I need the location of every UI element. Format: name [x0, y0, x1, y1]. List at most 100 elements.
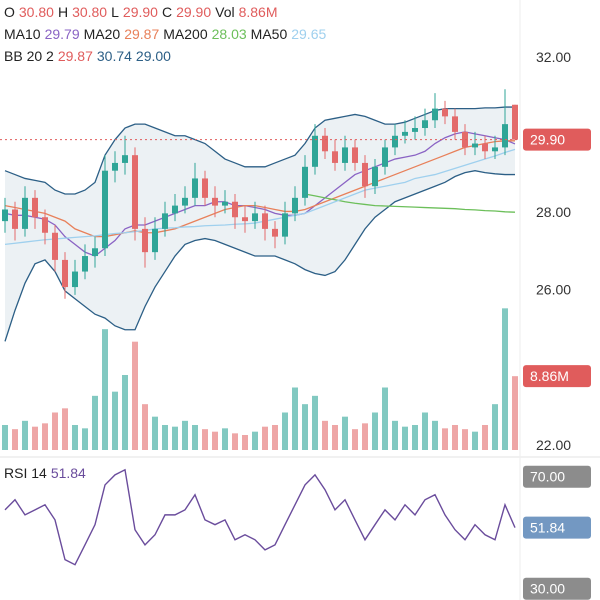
volume-bar: [442, 428, 448, 450]
legend-name: MA10: [4, 26, 41, 42]
y-tick-box: [523, 465, 591, 488]
volume-bar: [422, 412, 428, 450]
volume-bar: [392, 420, 398, 450]
candle-body: [32, 197, 38, 218]
candle-body: [222, 201, 228, 206]
y-tick-label: 30.00: [530, 581, 565, 597]
volume-bar: [512, 376, 518, 450]
volume-bar: [112, 391, 118, 450]
candle-body: [412, 128, 418, 132]
candle-body: [442, 108, 448, 117]
last-rsi-tag-text: 51.84: [530, 519, 565, 535]
bollinger-lower: [4, 170, 515, 342]
quote-value: 29.90: [176, 4, 212, 20]
volume-bar: [72, 425, 78, 450]
volume-bar: [332, 425, 338, 450]
last-volume-tag: 8.86M: [523, 365, 591, 388]
candle-body: [22, 197, 28, 229]
volume-bar: [212, 431, 218, 450]
candle-body: [152, 228, 158, 253]
legend-name: BB 20 2: [4, 48, 54, 64]
volume-bar: [282, 412, 288, 450]
candle-body: [422, 120, 428, 129]
candle-body: [132, 155, 138, 229]
last-price-tag-box: [523, 128, 591, 151]
volume-bar: [402, 426, 408, 450]
volume-bar: [322, 420, 328, 450]
rsi-legend: RSI 14 51.84: [4, 462, 90, 484]
candle-body: [262, 213, 268, 229]
y-tick: 70.00: [523, 465, 591, 488]
candle-body: [362, 162, 368, 187]
quote-name: L: [111, 4, 119, 20]
last-rsi-tag-box: [523, 516, 591, 539]
candle-body: [2, 209, 8, 222]
candle-body: [12, 209, 18, 229]
rsi-line: [4, 468, 516, 566]
volume-bar: [372, 412, 378, 450]
volume-bar: [192, 425, 198, 450]
last-volume-tag-box: [523, 365, 591, 388]
volume-bar: [362, 423, 368, 450]
quote-value: 8.86M: [238, 4, 278, 20]
last-volume-tag-text: 8.86M: [530, 368, 569, 384]
volume-bar: [172, 426, 178, 450]
quote-value: 30.80: [18, 4, 54, 20]
volume-bar: [42, 423, 48, 450]
candle-body: [312, 135, 318, 167]
candle-body: [332, 151, 338, 163]
candle-body: [182, 197, 188, 206]
ma-row: MA10 29.79 MA20 29.87 MA200 28.03 MA50 29.65: [4, 23, 330, 45]
legend-value: 30.74: [96, 48, 132, 64]
candle-body: [142, 228, 148, 253]
volume-bar: [202, 429, 208, 450]
volume-bar: [382, 387, 388, 450]
quote-name: C: [161, 4, 173, 20]
candle-body: [102, 170, 108, 249]
candle-body: [352, 147, 358, 163]
candle-body: [42, 217, 48, 233]
last-price-tag: 29.90: [523, 128, 591, 151]
quote-name: H: [57, 4, 69, 20]
volume-bar: [82, 428, 88, 450]
ma-line: [4, 148, 516, 246]
volume-bar: [352, 429, 358, 450]
legend-value: 29.87: [57, 48, 93, 64]
volume-bar: [52, 412, 58, 450]
candle-body: [82, 256, 88, 272]
legend-name: MA50: [250, 26, 288, 42]
candle-body: [452, 116, 458, 132]
candle-body: [172, 205, 178, 214]
candle-body: [92, 248, 98, 257]
legend-value: 29.65: [291, 26, 327, 42]
volume-bar: [12, 429, 18, 450]
y-tick-label: 70.00: [530, 469, 565, 485]
candle-body: [212, 197, 218, 206]
candle-body: [432, 108, 438, 121]
candle-body: [252, 213, 258, 222]
volume-bar: [232, 433, 238, 450]
volume-bar: [262, 426, 268, 450]
candle-body: [122, 155, 128, 163]
candle-body: [382, 147, 388, 167]
ma-line: [4, 131, 516, 257]
volume-bar: [452, 425, 458, 450]
candle-body: [372, 166, 378, 187]
volume-bar: [62, 408, 68, 450]
y-tick-label: 22.00: [536, 437, 571, 453]
quote-value: 30.80: [72, 4, 108, 20]
candle-body: [472, 143, 478, 148]
candle-body: [72, 271, 78, 288]
quote-row: O 30.80 H 30.80 L 29.90 C 29.90 Vol 8.86M: [4, 1, 330, 23]
candle-body: [62, 259, 68, 288]
candle-body: [402, 131, 408, 136]
candle-body: [112, 162, 118, 171]
candle-body: [322, 135, 328, 152]
volume-bar: [222, 428, 228, 450]
volume-bar: [462, 429, 468, 450]
candle-body: [292, 197, 298, 214]
volume-bar: [152, 416, 158, 450]
candle-body: [242, 217, 248, 222]
